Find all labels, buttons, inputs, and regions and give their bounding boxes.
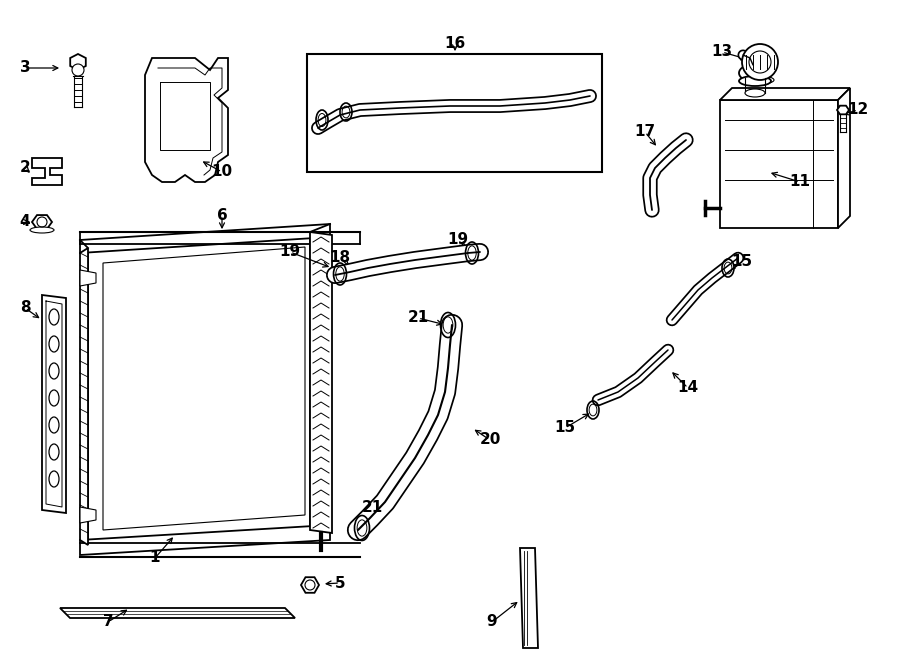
Text: 6: 6 (217, 208, 228, 223)
Text: 18: 18 (329, 251, 351, 266)
Circle shape (742, 44, 778, 80)
Text: 8: 8 (20, 301, 31, 315)
Text: 5: 5 (335, 576, 346, 590)
Ellipse shape (49, 471, 59, 487)
Polygon shape (310, 232, 332, 533)
Text: 13: 13 (711, 44, 733, 59)
Text: 16: 16 (445, 36, 465, 52)
Ellipse shape (49, 336, 59, 352)
Text: 4: 4 (20, 215, 31, 229)
Polygon shape (837, 106, 849, 114)
Polygon shape (80, 270, 96, 286)
Text: 19: 19 (447, 233, 469, 247)
Ellipse shape (739, 64, 771, 82)
Ellipse shape (49, 309, 59, 325)
Polygon shape (301, 577, 319, 593)
Ellipse shape (30, 227, 54, 233)
Text: 9: 9 (487, 615, 498, 629)
Text: 12: 12 (848, 102, 868, 118)
Polygon shape (80, 224, 330, 253)
Text: 15: 15 (732, 254, 752, 270)
Ellipse shape (49, 390, 59, 406)
Text: 11: 11 (789, 175, 811, 190)
Ellipse shape (745, 89, 765, 97)
Polygon shape (520, 548, 538, 648)
Text: 15: 15 (554, 420, 576, 436)
Ellipse shape (49, 417, 59, 433)
Polygon shape (80, 507, 96, 523)
Text: 7: 7 (103, 615, 113, 629)
Polygon shape (70, 54, 86, 70)
Text: 21: 21 (408, 311, 428, 325)
Text: 19: 19 (279, 245, 301, 260)
Polygon shape (32, 215, 52, 229)
Polygon shape (80, 248, 88, 545)
Ellipse shape (739, 76, 771, 86)
Text: 2: 2 (20, 161, 31, 176)
Text: 14: 14 (678, 381, 698, 395)
Ellipse shape (49, 444, 59, 460)
Ellipse shape (746, 76, 774, 84)
Polygon shape (720, 88, 850, 100)
Polygon shape (838, 88, 850, 228)
Text: 17: 17 (634, 124, 655, 139)
Polygon shape (145, 58, 228, 182)
Text: 1: 1 (149, 551, 160, 566)
Text: 10: 10 (212, 165, 232, 180)
Ellipse shape (49, 363, 59, 379)
Polygon shape (307, 54, 602, 172)
Text: 21: 21 (362, 500, 382, 516)
Polygon shape (42, 295, 66, 513)
Text: 3: 3 (20, 61, 31, 75)
Polygon shape (88, 232, 310, 545)
Polygon shape (80, 525, 330, 555)
Polygon shape (32, 158, 62, 185)
Polygon shape (60, 608, 295, 618)
Polygon shape (720, 100, 838, 228)
Text: 20: 20 (480, 432, 500, 447)
Circle shape (72, 64, 84, 76)
